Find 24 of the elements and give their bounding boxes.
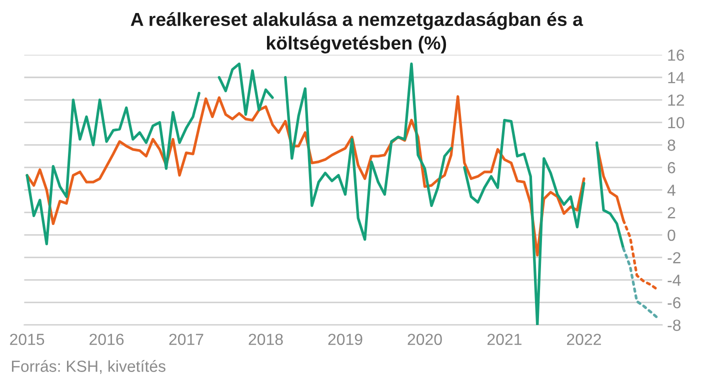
y-tick-label: 8 — [668, 140, 676, 151]
x-tick-label: 2020 — [408, 334, 442, 346]
line-series — [622, 247, 658, 318]
y-tick-label: -6 — [668, 297, 681, 308]
y-tick-label: -8 — [668, 320, 681, 331]
x-tick-label: 2019 — [328, 334, 362, 346]
y-tick-label: 2 — [668, 207, 676, 218]
x-tick-label: 2021 — [488, 334, 522, 346]
y-tick-label: -2 — [668, 252, 680, 264]
y-tick-label: 16 — [668, 50, 684, 61]
x-tick-label: 2016 — [90, 334, 124, 346]
y-tick-label: 4 — [667, 184, 676, 196]
chart-title: A reálkereset alakulása a nemzetgazdaságban és a költségvetésben (%) — [130, 12, 584, 54]
y-tick-label: 12 — [668, 94, 684, 106]
x-tick-label: 2022 — [567, 334, 601, 346]
y-tick-label: 14 — [668, 72, 684, 84]
y-tick-label: -4 — [668, 274, 681, 286]
x-tick-label: 2017 — [169, 334, 204, 346]
x-tick-label: 2015 — [10, 334, 44, 346]
y-tick-label: 6 — [668, 162, 676, 174]
y-tick-label: 0 — [668, 230, 676, 241]
y-tick-label: 10 — [668, 117, 684, 128]
text: Forrás: KSH, kivetítés — [12, 360, 166, 374]
x-tick-label: 2018 — [248, 334, 283, 346]
